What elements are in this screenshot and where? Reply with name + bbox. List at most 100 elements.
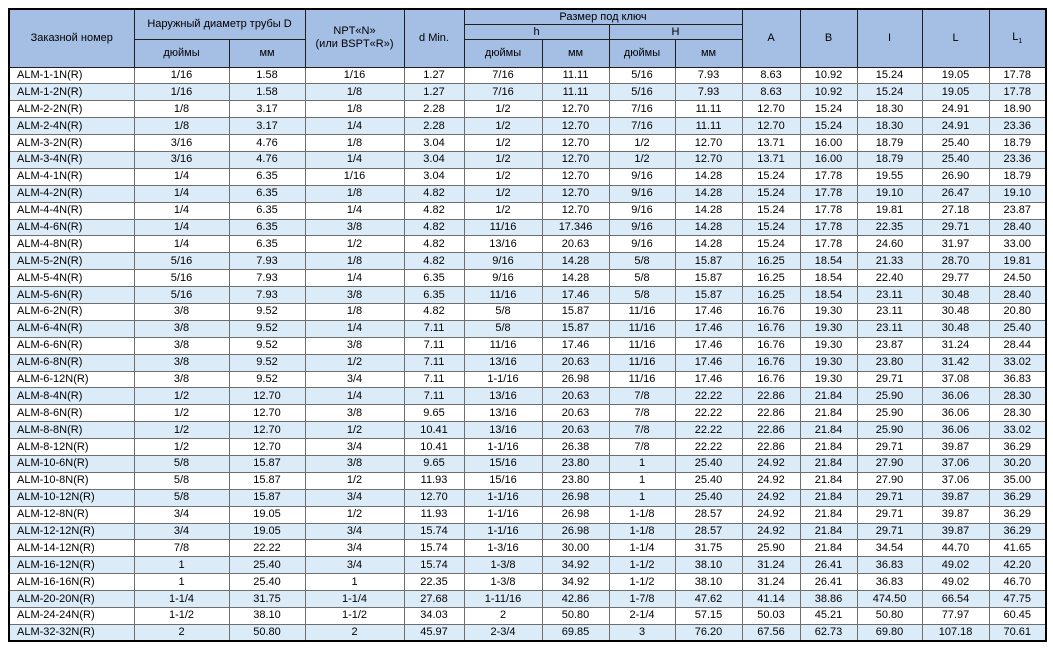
cell-npt: 1/2 [304,505,405,524]
cell-L: 31.24 [921,336,990,355]
cell-H_mm: 57.15 [674,607,743,625]
cell-B: 17.78 [799,235,858,254]
cell-order_number: ALM-20-20N(R) [8,590,135,608]
cell-A: 24.92 [741,522,801,541]
cell-h_inches: 13/16 [463,353,543,372]
cell-I: 29.71 [856,505,923,524]
col-a: A [741,8,801,68]
cell-od_inches: 3/8 [133,336,230,355]
cell-od_mm: 25.40 [228,556,306,575]
cell-L: 36.06 [921,404,990,423]
cell-B: 21.84 [799,387,858,406]
table-row: ALM-2-2N(R) 1/8 3.17 1/8 2.28 1/2 12.70 7/16 11.… [8,100,1047,119]
cell-B: 17.78 [799,167,858,186]
table-header: Заказной номер Наружный диаметр трубы D … [8,8,1047,68]
cell-h_mm: 30.00 [541,539,610,558]
cell-h_mm: 23.80 [541,454,610,473]
cell-B: 19.30 [799,370,858,389]
cell-h_inches: 9/16 [463,252,543,271]
cell-order_number: ALM-14-12N(R) [8,539,135,558]
cell-H_inches: 1/2 [608,150,676,169]
cell-order_number: ALM-16-16N(R) [8,573,135,592]
col-H-inches: дюймы [608,38,676,68]
cell-d_min: 15.74 [403,539,465,558]
cell-A: 22.86 [741,421,801,440]
col-od-mm: мм [228,38,306,68]
cell-h_inches: 11/16 [463,286,543,304]
cell-H_inches: 1-7/8 [608,590,676,608]
cell-h_inches: 1/2 [463,100,543,119]
cell-L1: 28.30 [988,404,1047,423]
cell-A: 15.24 [741,167,801,186]
cell-od_inches: 1/4 [133,167,230,186]
cell-H_mm: 76.20 [674,623,743,642]
col-l: L [921,8,990,68]
cell-d_min: 1.27 [403,83,465,102]
cell-L: 36.06 [921,421,990,440]
cell-h_inches: 5/8 [463,302,543,321]
cell-h_mm: 20.63 [541,421,610,440]
cell-h_inches: 1-3/8 [463,573,543,592]
cell-A: 13.71 [741,134,801,152]
cell-H_inches: 5/8 [608,252,676,271]
cell-A: 13.71 [741,150,801,169]
col-h-inches: дюймы [463,38,543,68]
col-h-lower: h [463,23,610,40]
col-od-inches: дюймы [133,38,230,68]
cell-od_mm: 6.35 [228,167,306,186]
cell-npt: 1/4 [304,150,405,169]
cell-order_number: ALM-2-2N(R) [8,100,135,119]
cell-L: 30.48 [921,302,990,321]
cell-H_mm: 25.40 [674,454,743,473]
cell-I: 25.90 [856,387,923,406]
cell-B: 18.54 [799,252,858,271]
cell-od_inches: 1/4 [133,235,230,254]
cell-d_min: 4.82 [403,184,465,203]
cell-order_number: ALM-4-4N(R) [8,201,135,220]
cell-h_mm: 26.98 [541,505,610,524]
cell-B: 17.78 [799,218,858,237]
cell-od_mm: 4.76 [228,134,306,152]
table-row: ALM-4-2N(R) 1/4 6.35 1/8 4.82 1/2 12.70 9/16 14.… [8,184,1047,203]
cell-order_number: ALM-5-6N(R) [8,286,135,304]
cell-h_inches: 1/2 [463,134,543,152]
cell-H_mm: 7.93 [674,66,743,85]
cell-A: 25.90 [741,539,801,558]
cell-I: 69.80 [856,623,923,642]
cell-H_mm: 17.46 [674,319,743,338]
cell-I: 24.60 [856,235,923,254]
cell-h_mm: 69.85 [541,623,610,642]
cell-od_inches: 3/4 [133,522,230,541]
cell-h_mm: 15.87 [541,302,610,321]
cell-npt: 3/8 [304,336,405,355]
table-row: ALM-3-4N(R) 3/16 4.76 1/4 3.04 1/2 12.70 1/2 12.… [8,150,1047,169]
cell-H_inches: 5/8 [608,286,676,304]
cell-H_inches: 9/16 [608,235,676,254]
cell-npt: 1/8 [304,134,405,152]
cell-L: 77.97 [921,607,990,625]
cell-npt: 3/4 [304,488,405,507]
cell-npt: 1/8 [304,100,405,119]
cell-A: 15.24 [741,184,801,203]
cell-H_mm: 15.87 [674,269,743,288]
cell-L: 39.87 [921,522,990,541]
cell-L: 26.47 [921,184,990,203]
cell-h_mm: 12.70 [541,167,610,186]
cell-od_inches: 3/16 [133,150,230,169]
cell-H_inches: 9/16 [608,167,676,186]
col-h-upper: H [608,23,743,40]
cell-od_mm: 6.35 [228,184,306,203]
cell-h_inches: 1-1/16 [463,488,543,507]
cell-npt: 1/2 [304,235,405,254]
cell-H_mm: 17.46 [674,336,743,355]
cell-od_mm: 6.35 [228,235,306,254]
cell-B: 15.24 [799,117,858,136]
cell-od_mm: 22.22 [228,539,306,558]
cell-B: 26.41 [799,573,858,592]
cell-B: 10.92 [799,83,858,102]
col-l1: L1 [988,8,1047,68]
cell-I: 29.71 [856,370,923,389]
cell-L: 26.90 [921,167,990,186]
cell-L1: 18.90 [988,100,1047,119]
cell-d_min: 15.74 [403,556,465,575]
